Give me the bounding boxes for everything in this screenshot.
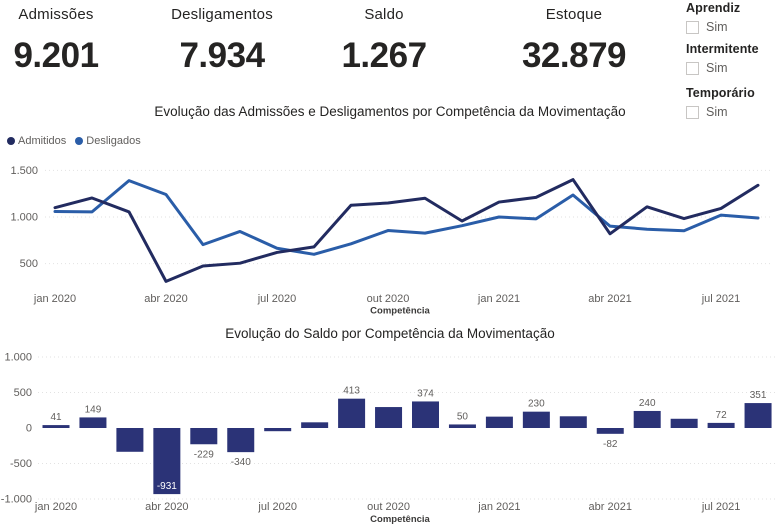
bar-jan-2021[interactable] [485,416,513,428]
x-axis-tick-label: jul 2021 [701,293,741,305]
bar-mai-2020[interactable] [190,428,218,445]
bar-data-label: 230 [528,399,545,410]
kpi-value: 1.267 [341,36,427,75]
x-axis-tick-label: jan 2020 [33,293,76,305]
line-chart-title: Evolução das Admissões e Desligamentos p… [154,104,626,119]
checkbox-icon[interactable] [686,105,699,119]
slicer-title: Temporário [686,86,755,100]
x-axis-tick-label: jan 2021 [477,501,520,513]
bar-abr-2020[interactable] [153,428,181,495]
slicer-option-row[interactable]: Sim [686,19,780,35]
line-chart-legend: Admitidos Desligados [7,135,150,147]
bar-data-label: 413 [343,386,360,397]
bar-data-label: -340 [231,457,251,468]
legend-label: Desligados [86,135,141,147]
x-axis-tick-label: jan 2021 [477,293,520,305]
legend-label: Admitidos [18,135,67,147]
bar-jul-2021[interactable] [707,422,735,428]
bar-set-2020[interactable] [338,398,366,428]
x-axis-tick-label: abr 2021 [588,293,631,305]
legend-dot-icon [7,137,15,145]
kpi-card-admissoes: Admissões 9.201 [0,6,112,76]
bar-data-label: 72 [716,410,728,421]
bar-chart-title: Evolução do Saldo por Competência da Mov… [225,326,555,341]
bar-dez-2020[interactable] [448,424,476,428]
bar-data-label: -82 [603,439,618,450]
x-axis-title: Competência [370,514,430,525]
kpi-card-estoque: Estoque 32.879 [508,6,640,76]
bar-data-label: 149 [85,404,102,415]
bar-data-label: 50 [457,411,469,422]
legend-item-desligados[interactable]: Desligados [75,135,141,147]
x-axis-tick-label: abr 2020 [145,501,188,513]
bar-data-label: 240 [639,398,656,409]
bar-mai-2021[interactable] [633,410,661,428]
bar-abr-2021[interactable] [596,428,624,434]
line-series-admitidos[interactable] [53,178,760,283]
kpi-value: 7.934 [179,36,265,75]
kpi-label: Admissões [18,6,94,23]
x-axis-tick-label: jul 2021 [701,501,741,513]
bar-mar-2020[interactable] [116,428,144,452]
slicer-aprendiz: Aprendiz Sim [686,1,780,35]
kpi-card-saldo: Saldo 1.267 [326,6,442,76]
kpi-label: Estoque [545,6,603,23]
bar-jan-2020[interactable] [42,425,70,428]
bar-data-label: -229 [194,449,214,460]
y-axis-tick-label: 1.000 [10,212,38,224]
x-axis-tick-label: abr 2021 [589,501,632,513]
x-axis-title: Competência [370,306,430,317]
x-axis-tick-label: abr 2020 [144,293,187,305]
kpi-value: 9.201 [13,36,99,75]
y-axis-tick-label: -1.000 [1,494,32,506]
x-axis-tick-label: jul 2020 [257,293,297,305]
kpi-card-desligamentos: Desligamentos 7.934 [148,6,296,76]
checkbox-icon[interactable] [686,61,699,75]
bar-data-label: 351 [750,390,767,401]
slicer-option-label: Sim [706,61,728,75]
slicer-option-row[interactable]: Sim [686,104,780,120]
bar-data-label: -931 [157,481,177,492]
x-axis-tick-label: out 2020 [367,293,410,305]
kpi-value: 32.879 [521,36,627,75]
slicer-title: Aprendiz [686,1,741,15]
legend-dot-icon [75,137,84,145]
bar-out-2020[interactable] [375,407,403,428]
kpi-label: Desligamentos [171,6,273,23]
bar-fev-2021[interactable] [522,411,550,428]
y-axis-tick-label: 500 [20,258,38,270]
bar-ago-2020[interactable] [301,422,329,428]
y-axis-tick-label: -500 [10,458,32,470]
x-axis-tick-label: jul 2020 [257,501,297,513]
y-axis-tick-label: 0 [26,423,32,435]
bar-data-label: 374 [417,388,434,399]
slicer-option-label: Sim [706,105,728,119]
y-axis-tick-label: 1.500 [10,165,38,177]
line-series-desligados[interactable] [53,179,760,256]
admissions-dismissals-line-chart[interactable]: 1.500 1.000 500 jan 2020 abr 2020 jul 2020 out… [0,150,780,322]
slicer-option-label: Sim [706,20,728,34]
slicer-title: Intermitente [686,42,759,56]
kpi-label: Saldo [364,6,404,23]
bar-jul-2020[interactable] [264,428,292,432]
bar-jun-2021[interactable] [670,418,698,428]
bar-jun-2020[interactable] [227,428,255,453]
y-axis-tick-label: 500 [14,387,32,399]
bar-nov-2020[interactable] [412,401,439,428]
slicer-option-row[interactable]: Sim [686,60,780,76]
bar-mar-2021[interactable] [559,416,587,428]
x-axis-tick-label: jan 2020 [34,501,77,513]
filter-panel: Aprendiz Sim Intermitente Sim Temporário… [686,1,780,127]
y-axis-tick-label: 1.000 [4,352,32,364]
checkbox-icon[interactable] [686,20,699,34]
legend-item-admitidos[interactable]: Admitidos [7,135,66,147]
slicer-temporario: Temporário Sim [686,86,780,120]
bar-data-label: 41 [50,412,62,423]
bar-fev-2020[interactable] [79,417,107,428]
x-axis-tick-label: out 2020 [367,501,410,513]
slicer-intermitente: Intermitente Sim [686,42,780,76]
bar-ago-2021[interactable] [744,403,772,428]
